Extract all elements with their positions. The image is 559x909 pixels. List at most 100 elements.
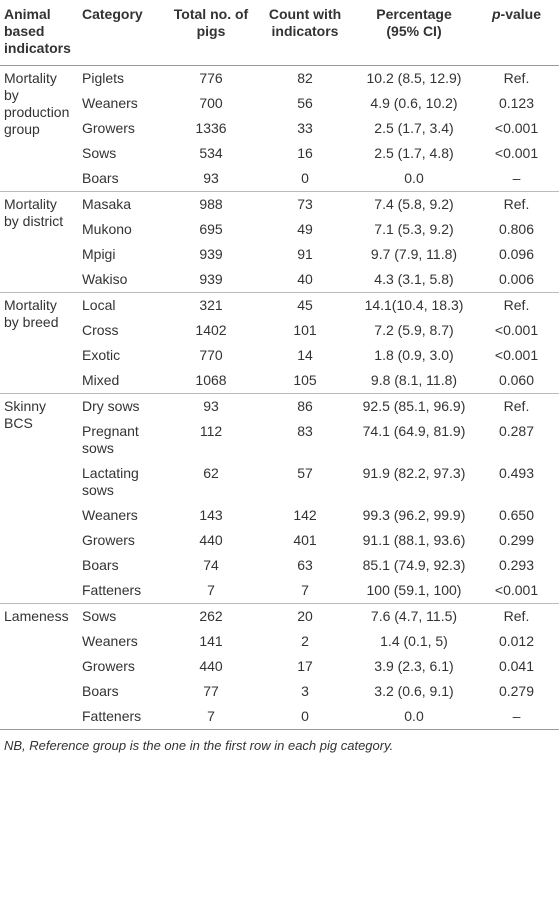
value-cell: 695 [199, 221, 223, 237]
value-cell: 0.279 [498, 683, 535, 699]
value-cell: 56 [297, 95, 313, 111]
value-cell: 16 [297, 145, 313, 161]
group-label: Skinny BCS [4, 398, 47, 431]
value-cell: 10.2 (8.5, 12.9) [366, 70, 462, 86]
category-cell: Sows [82, 145, 117, 161]
category-cell: Cross [82, 322, 119, 338]
value-cell: 9.7 (7.9, 11.8) [370, 246, 458, 262]
value-cell: 91.1 (88.1, 93.6) [362, 532, 466, 548]
value-cell: 776 [199, 70, 223, 86]
group-label: Lameness [4, 608, 69, 624]
value-cell: 0.060 [498, 372, 535, 388]
table-row: Mukono 695 49 7.1 (5.3, 9.2) 0.806 [0, 217, 559, 242]
value-cell: 262 [199, 608, 223, 624]
value-cell: 440 [199, 532, 223, 548]
value-cell: 939 [199, 271, 223, 287]
value-cell: 2 [301, 633, 309, 649]
value-cell: 9.8 (8.1, 11.8) [370, 372, 458, 388]
value-cell: 57 [297, 465, 313, 481]
group-label: Mortality by breed [4, 297, 59, 330]
value-cell: 0.299 [498, 532, 535, 548]
value-cell: 7 [207, 708, 215, 724]
value-cell: 82 [297, 70, 313, 86]
value-cell: 91 [297, 246, 313, 262]
value-cell: 0.0 [404, 708, 424, 724]
value-cell: 143 [199, 507, 223, 523]
value-cell: 74.1 (64.9, 81.9) [362, 423, 466, 439]
category-cell: Fatteners [82, 708, 142, 724]
value-cell: 0.806 [498, 221, 535, 237]
category-cell: Exotic [82, 347, 121, 363]
table-row: Growers 440 401 91.1 (88.1, 93.6) 0.299 [0, 528, 559, 553]
table-row: Fatteners 7 7 100 (59.1, 100) <0.001 [0, 578, 559, 604]
value-cell: 86 [297, 398, 313, 414]
value-cell: 2.5 (1.7, 4.8) [374, 145, 454, 161]
value-cell: 0 [301, 170, 309, 186]
value-cell: 939 [199, 246, 223, 262]
value-cell: – [512, 708, 521, 724]
table-row: Mixed 1068 105 9.8 (8.1, 11.8) 0.060 [0, 368, 559, 394]
category-cell: Boars [82, 170, 119, 186]
header-text: p [491, 6, 501, 22]
value-cell: 321 [199, 297, 223, 313]
row-group: Mortality by district Masaka 988 73 7.4 (5.8… [0, 192, 559, 293]
value-cell: 770 [199, 347, 223, 363]
value-cell: 92.5 (85.1, 96.9) [362, 398, 466, 414]
category-cell: Growers [82, 532, 135, 548]
table-row: Sows 534 16 2.5 (1.7, 4.8) <0.001 [0, 141, 559, 166]
header-row: Animal based indicators Category Total no.… [0, 0, 559, 66]
value-cell: 142 [293, 507, 317, 523]
value-cell: 700 [199, 95, 223, 111]
header-cell: Category [82, 6, 143, 22]
category-cell: Wakiso [82, 271, 128, 287]
row-group: Mortality by breed Local 321 45 14.1(10.4, 1… [0, 293, 559, 394]
value-cell: 91.9 (82.2, 97.3) [362, 465, 466, 481]
value-cell: Ref. [503, 398, 530, 414]
value-cell: 85.1 (74.9, 92.3) [362, 557, 466, 573]
value-cell: 49 [297, 221, 313, 237]
value-cell: 101 [293, 322, 317, 338]
value-cell: 20 [297, 608, 313, 624]
value-cell: 112 [199, 423, 223, 439]
value-cell: Ref. [503, 70, 530, 86]
value-cell: 3.2 (0.6, 9.1) [374, 683, 454, 699]
value-cell: 534 [199, 145, 223, 161]
value-cell: 63 [297, 557, 313, 573]
value-cell: 1.4 (0.1, 5) [380, 633, 448, 649]
value-cell: 77 [203, 683, 219, 699]
table-row: Growers 440 17 3.9 (2.3, 6.1) 0.041 [0, 654, 559, 679]
table-row: Wakiso 939 40 4.3 (3.1, 5.8) 0.006 [0, 267, 559, 293]
value-cell: 2.5 (1.7, 3.4) [374, 120, 454, 136]
category-cell: Lactating sows [82, 465, 139, 498]
value-cell: 1.8 (0.9, 3.0) [374, 347, 454, 363]
table-row: Cross 1402 101 7.2 (5.9, 8.7) <0.001 [0, 318, 559, 343]
value-cell: 0.287 [498, 423, 535, 439]
value-cell: – [512, 170, 521, 186]
header-cell: p-value [474, 0, 559, 66]
table-row: Growers 1336 33 2.5 (1.7, 3.4) <0.001 [0, 116, 559, 141]
value-cell: 105 [293, 372, 317, 388]
table-row: Weaners 700 56 4.9 (0.6, 10.2) 0.123 [0, 91, 559, 116]
value-cell: 7 [207, 582, 215, 598]
value-cell: 0.006 [498, 271, 535, 287]
category-cell: Pregnant sows [82, 423, 139, 456]
value-cell: Ref. [503, 297, 530, 313]
value-cell: 7.6 (4.7, 11.5) [370, 608, 458, 624]
value-cell: 40 [297, 271, 313, 287]
table-row: Lameness Sows 262 20 7.6 (4.7, 11.5) Ref. [0, 604, 559, 630]
category-cell: Piglets [82, 70, 125, 86]
table-row: Mortality by production group Piglets 776 8… [0, 66, 559, 137]
row-group: Lameness Sows 262 20 7.6 (4.7, 11.5) Ref. Wean… [0, 604, 559, 730]
table-row: Mortality by district Masaka 988 73 7.4 (5.8… [0, 192, 559, 229]
value-cell: Ref. [503, 608, 530, 624]
value-cell: 0.123 [498, 95, 535, 111]
value-cell: 4.9 (0.6, 10.2) [370, 95, 458, 111]
value-cell: <0.001 [494, 120, 539, 136]
table-row: Boars 77 3 3.2 (0.6, 9.1) 0.279 [0, 679, 559, 704]
value-cell: 62 [203, 465, 219, 481]
header-cell: Count with indicators [268, 6, 342, 39]
value-cell: 1068 [195, 372, 227, 388]
value-cell: 0.096 [498, 246, 535, 262]
category-cell: Growers [82, 658, 135, 674]
header-cell: Percentage (95% CI) [376, 6, 452, 39]
